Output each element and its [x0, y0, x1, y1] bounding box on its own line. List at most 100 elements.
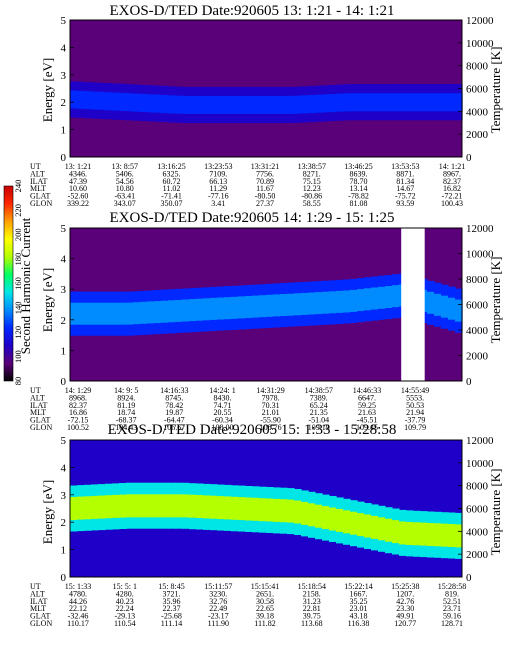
data-gap — [401, 228, 425, 381]
ephemeris-cell: 70.89 — [256, 177, 274, 186]
ephemeris-cell: 16.82 — [443, 184, 461, 193]
ephemeris-row-label: GLAT — [30, 416, 51, 425]
ephemeris-cell: 21.01 — [262, 408, 280, 417]
colorbar-label: Second Harmonic Current — [18, 217, 33, 354]
ephemeris-cell: -68.37 — [116, 416, 137, 425]
ephemeris-row-label: GLON — [30, 619, 52, 628]
band-core-cell — [238, 296, 246, 319]
band-core-cell — [448, 297, 456, 320]
ephemeris-cell: 13:38:57 — [298, 162, 326, 171]
panel-3-y2label: Temperature [K] — [488, 469, 503, 556]
ephemeris-cell: 14: 1:29 — [65, 386, 91, 395]
band-core-cell — [224, 95, 232, 114]
colorbar-tick-label: 220 — [13, 204, 23, 217]
band-core-cell — [119, 302, 127, 325]
band-core-cell — [70, 90, 78, 109]
ephemeris-row-label: ALT — [30, 393, 45, 402]
ephemeris-cell: 108.00 — [212, 423, 234, 432]
band-core-cell — [161, 300, 169, 323]
band-core-cell — [357, 289, 365, 312]
ephemeris-cell: 8967. — [443, 169, 461, 178]
ephemeris-cell: 100.52 — [67, 423, 89, 432]
y-tick-label: 1 — [61, 545, 67, 557]
y2-tick-label: 0 — [466, 376, 472, 388]
ephemeris-cell: 13: 1:21 — [65, 162, 91, 171]
band-core-cell — [392, 520, 400, 544]
colorbar: 80 100 120 140 160 180 200 220 240 Second Harmon… — [3, 180, 33, 385]
y-tick-label: 4 — [61, 462, 67, 474]
ephemeris-cell: -60.34 — [212, 416, 233, 425]
ephemeris-cell: 52.51 — [443, 597, 461, 606]
band-core-cell — [350, 289, 358, 312]
y-tick-label: 3 — [61, 284, 67, 296]
ephemeris-cell: 39.75 — [303, 612, 321, 621]
band-core-cell — [273, 95, 281, 114]
band-core-cell — [308, 503, 316, 527]
ephemeris-cell: 3.41 — [211, 199, 225, 208]
ephemeris-cell: 82.37 — [443, 177, 461, 186]
y-tick-label: 5 — [61, 435, 67, 447]
ephemeris-cell: 339.22 — [67, 199, 89, 208]
ephemeris-cell: 21.63 — [358, 408, 376, 417]
band-core-cell — [385, 286, 393, 308]
ephemeris-cell: 110.54 — [114, 619, 136, 628]
y2-tick-label: 12000 — [466, 15, 494, 27]
ephemeris-cell: 14: 9: 5 — [114, 386, 138, 395]
ephemeris-cell: -75.72 — [395, 192, 416, 201]
band-core-cell — [364, 93, 372, 112]
band-core-cell — [252, 497, 260, 521]
ephemeris-cell: 59.25 — [358, 401, 376, 410]
ephemeris-cell: 1667. — [350, 589, 368, 598]
band-core-cell — [434, 523, 442, 547]
ephemeris-cell: 100.43 — [441, 199, 463, 208]
band-core-cell — [399, 521, 407, 545]
band-core-cell — [357, 93, 365, 112]
y2-tick-label: 4000 — [466, 106, 489, 118]
ephemeris-cell: 3721. — [163, 589, 181, 598]
y-tick-label: 0 — [61, 152, 67, 164]
band-core-cell — [448, 93, 456, 112]
ephemeris-cell: 81.08 — [350, 199, 368, 208]
band-core-cell — [357, 513, 365, 537]
ephemeris-cell: 14.67 — [396, 184, 414, 193]
band-core-cell — [140, 93, 148, 112]
ephemeris-cell: 58.55 — [303, 199, 321, 208]
band-core-cell — [91, 495, 99, 519]
ephemeris-cell: 35.25 — [350, 597, 368, 606]
ephemeris-cell: -29.13 — [114, 612, 135, 621]
ephemeris-cell: 47.39 — [69, 177, 87, 186]
band-core-cell — [259, 295, 267, 318]
band-core-cell — [224, 496, 232, 520]
y-tick-label: 4 — [61, 254, 67, 266]
ephemeris-cell: 8271. — [303, 169, 321, 178]
band-core-cell — [147, 94, 155, 113]
ephemeris-cell: 19.87 — [165, 408, 183, 417]
ephemeris-cell: 111.14 — [161, 619, 182, 628]
ephemeris-cell: 93.59 — [396, 199, 414, 208]
colorbar-tick-label: 140 — [13, 302, 23, 315]
ephemeris-cell: 13:16:25 — [157, 162, 185, 171]
band-core-cell — [280, 95, 288, 114]
band-core-cell — [70, 302, 78, 325]
band-core-cell — [84, 496, 92, 520]
band-core-cell — [329, 291, 337, 314]
band-core-cell — [217, 95, 225, 114]
band-core-cell — [378, 286, 386, 309]
band-core-cell — [378, 517, 386, 541]
band-core-cell — [196, 95, 204, 114]
y2-tick-label: 10000 — [466, 458, 494, 470]
band-core-cell — [238, 95, 246, 114]
y2-tick-label: 6000 — [466, 504, 489, 516]
band-core-cell — [70, 497, 78, 520]
panel-1-title: EXOS-D/TED Date:920605 13: 1:21 - 14: 1:… — [110, 3, 395, 19]
ephemeris-cell: 15: 5: 1 — [113, 582, 137, 591]
band-core-cell — [252, 295, 260, 318]
band-core-cell — [252, 95, 260, 114]
band-core-cell — [280, 294, 288, 316]
ephemeris-cell: 15: 8:45 — [158, 582, 184, 591]
band-core-cell — [336, 508, 344, 532]
ephemeris-cell: -71.41 — [161, 192, 182, 201]
band-core-cell — [119, 494, 127, 518]
ephemeris-cell: -25.68 — [161, 612, 182, 621]
panel-2: EXOS-D/TED Date:920605 14: 1:29 - 15: 1:… — [30, 210, 503, 432]
